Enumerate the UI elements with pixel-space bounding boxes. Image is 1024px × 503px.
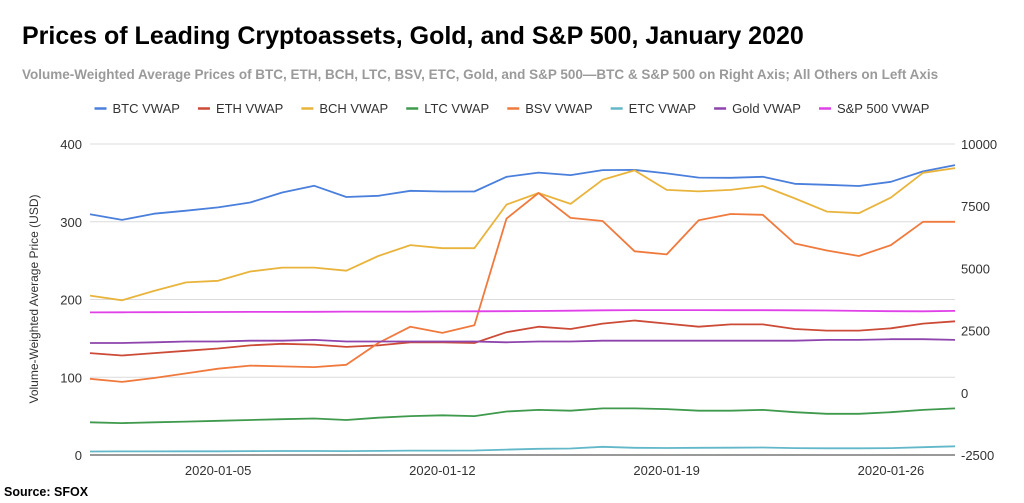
right-tick-label: 10000	[961, 137, 997, 152]
series-line	[89, 407, 956, 425]
chart-title: Prices of Leading Cryptoassets, Gold, an…	[22, 22, 804, 50]
x-tick-label: 2020-01-19	[633, 463, 700, 478]
series-line	[89, 445, 956, 453]
gridlines	[90, 143, 955, 456]
legend-label: Gold VWAP	[732, 101, 801, 116]
x-tick-label: 2020-01-05	[185, 463, 252, 478]
left-tick-label: 0	[75, 448, 82, 463]
series-line	[89, 192, 955, 383]
series-line	[89, 167, 956, 302]
left-tick-label: 400	[60, 137, 82, 152]
right-tick-label: 2500	[961, 324, 990, 339]
left-tick-label: 100	[60, 370, 82, 385]
x-tick-label: 2020-01-26	[858, 463, 925, 478]
x-axis-ticks: 2020-01-05 2020-01-12 2020-01-19 2020-01-26	[185, 463, 924, 478]
right-tick-label: 7500	[961, 199, 990, 214]
chart-subtitle: Volume-Weighted Average Prices of BTC, E…	[22, 67, 939, 82]
right-tick-label: 5000	[961, 261, 990, 276]
legend-label: BCH VWAP	[319, 101, 388, 116]
legend-label: LTC VWAP	[424, 101, 489, 116]
left-tick-label: 200	[60, 293, 82, 308]
series-line	[89, 309, 956, 314]
right-tick-label: 0	[961, 386, 968, 401]
x-tick-label: 2020-01-12	[409, 463, 476, 478]
right-tick-label: -2500	[961, 448, 994, 463]
series-lines	[89, 164, 956, 453]
left-axis-ticks: 0 100 200 300 400	[60, 137, 82, 463]
legend-label: ETH VWAP	[216, 101, 283, 116]
legend-label: S&P 500 VWAP	[837, 101, 930, 116]
series-line	[89, 164, 956, 221]
legend-label: BSV VWAP	[525, 101, 592, 116]
right-axis-ticks: -2500 0 2500 5000 7500 10000	[961, 137, 997, 463]
left-tick-label: 300	[60, 215, 82, 230]
y-axis-title: Volume-Weighted Average Price (USD)	[27, 195, 41, 404]
legend-label: ETC VWAP	[629, 101, 696, 116]
series-line	[89, 319, 956, 357]
source-note: Source: SFOX	[4, 485, 89, 499]
legend: BTC VWAP ETH VWAP BCH VWAP LTC VWAP BSV VWAP…	[94, 101, 930, 116]
legend-label: BTC VWAP	[113, 101, 180, 116]
series-line	[90, 338, 956, 344]
